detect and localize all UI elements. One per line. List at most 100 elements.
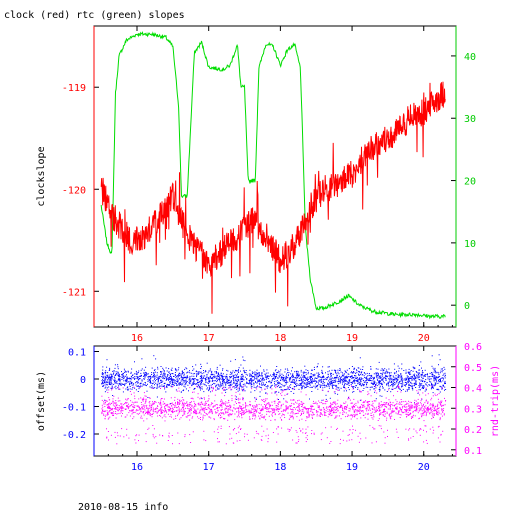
rnd-trip-point <box>249 411 251 413</box>
rnd-trip-point <box>423 410 425 412</box>
offset-point <box>327 377 329 378</box>
offset-point <box>429 372 431 374</box>
offset-point <box>160 366 162 367</box>
offset-point <box>373 378 375 379</box>
rnd-trip-point <box>435 395 437 396</box>
offset-point <box>275 376 277 378</box>
rnd-trip-point <box>149 415 151 417</box>
offset-point <box>393 372 395 374</box>
offset-point <box>313 381 315 382</box>
rnd-trip-point <box>423 412 425 414</box>
offset-point <box>214 371 216 373</box>
rnd-trip-point <box>335 407 337 409</box>
offset-point <box>285 383 287 385</box>
rnd-trip-point <box>361 406 363 408</box>
offset-point <box>294 371 296 373</box>
rnd-trip-point <box>341 405 343 406</box>
offset-point <box>181 375 182 377</box>
rnd-trip-point <box>125 409 126 410</box>
rnd-trip-point <box>151 409 153 411</box>
offset-point <box>126 379 127 381</box>
offset-point <box>284 389 286 390</box>
offset-point <box>308 383 310 385</box>
offset-point <box>295 386 297 387</box>
offset-point <box>181 373 183 375</box>
offset-point <box>251 386 253 388</box>
offset-point <box>103 377 104 379</box>
offset-point <box>393 383 394 385</box>
rnd-trip-point <box>106 437 108 439</box>
offset-point <box>431 386 433 388</box>
rnd-trip-point <box>270 411 272 413</box>
rnd-trip-point <box>281 415 283 417</box>
rnd-trip-point <box>206 400 208 402</box>
rnd-trip-point <box>112 398 114 400</box>
rnd-trip-point <box>310 406 312 408</box>
offset-point <box>355 378 357 380</box>
rnd-trip-point <box>220 414 221 416</box>
rnd-trip-point <box>331 410 332 411</box>
offset-point <box>313 369 315 370</box>
rnd-trip-point <box>431 408 433 410</box>
rnd-trip-point <box>121 405 123 407</box>
offset-point <box>161 384 163 386</box>
rnd-trip-point <box>305 432 307 434</box>
rnd-trip-point <box>411 404 413 406</box>
rnd-trip-point <box>437 398 439 400</box>
rnd-trip-point <box>403 401 405 403</box>
rnd-trip-point <box>316 411 318 413</box>
offset-point <box>320 376 322 378</box>
offset-point <box>389 378 391 380</box>
offset-point <box>146 390 148 392</box>
offset-point <box>298 375 299 376</box>
rnd-trip-point <box>381 406 383 408</box>
offset-point <box>380 384 382 386</box>
rnd-trip-point <box>167 409 169 410</box>
rnd-trip-point <box>188 405 190 407</box>
rnd-trip-point <box>208 404 210 405</box>
offset-point <box>111 385 113 387</box>
rnd-trip-point <box>370 395 372 397</box>
rnd-trip-point <box>194 402 195 404</box>
offset-point <box>382 387 384 389</box>
rnd-trip-point <box>190 412 192 414</box>
rnd-trip-point <box>256 406 258 408</box>
rnd-trip-point <box>214 394 216 396</box>
rnd-trip-point <box>367 394 369 396</box>
offset-point <box>326 386 328 388</box>
rnd-trip-point <box>250 410 252 412</box>
offset-point <box>371 375 373 377</box>
rnd-trip-point <box>222 402 224 404</box>
offset-point <box>261 379 262 381</box>
rnd-trip-point <box>231 413 233 415</box>
offset-point <box>169 381 171 382</box>
rnd-trip-point <box>306 408 308 409</box>
rnd-trip-point <box>287 393 289 395</box>
offset-point <box>326 384 328 386</box>
offset-point <box>153 373 155 375</box>
offset-point <box>208 381 210 383</box>
offset-point <box>108 374 110 376</box>
rnd-trip-point <box>160 403 162 405</box>
offset-point <box>408 378 409 380</box>
top-x-tick-label: 16 <box>131 333 143 344</box>
offset-point <box>373 378 375 380</box>
offset-point <box>127 389 128 391</box>
offset-point <box>360 378 362 380</box>
offset-point <box>358 370 360 372</box>
offset-point <box>302 376 304 378</box>
rnd-trip-point <box>264 404 266 405</box>
rnd-trip-point <box>115 403 117 405</box>
rnd-trip-point <box>295 442 297 444</box>
rnd-trip-point <box>194 412 196 413</box>
offset-point <box>191 375 193 377</box>
offset-point <box>174 379 176 381</box>
rnd-trip-point <box>421 410 423 412</box>
rnd-trip-point <box>288 387 290 389</box>
offset-point <box>101 382 103 384</box>
offset-point <box>260 387 262 388</box>
rnd-trip-point <box>420 400 422 402</box>
rnd-trip-point <box>406 410 408 412</box>
rnd-trip-point <box>152 433 154 435</box>
offset-point <box>424 376 426 377</box>
